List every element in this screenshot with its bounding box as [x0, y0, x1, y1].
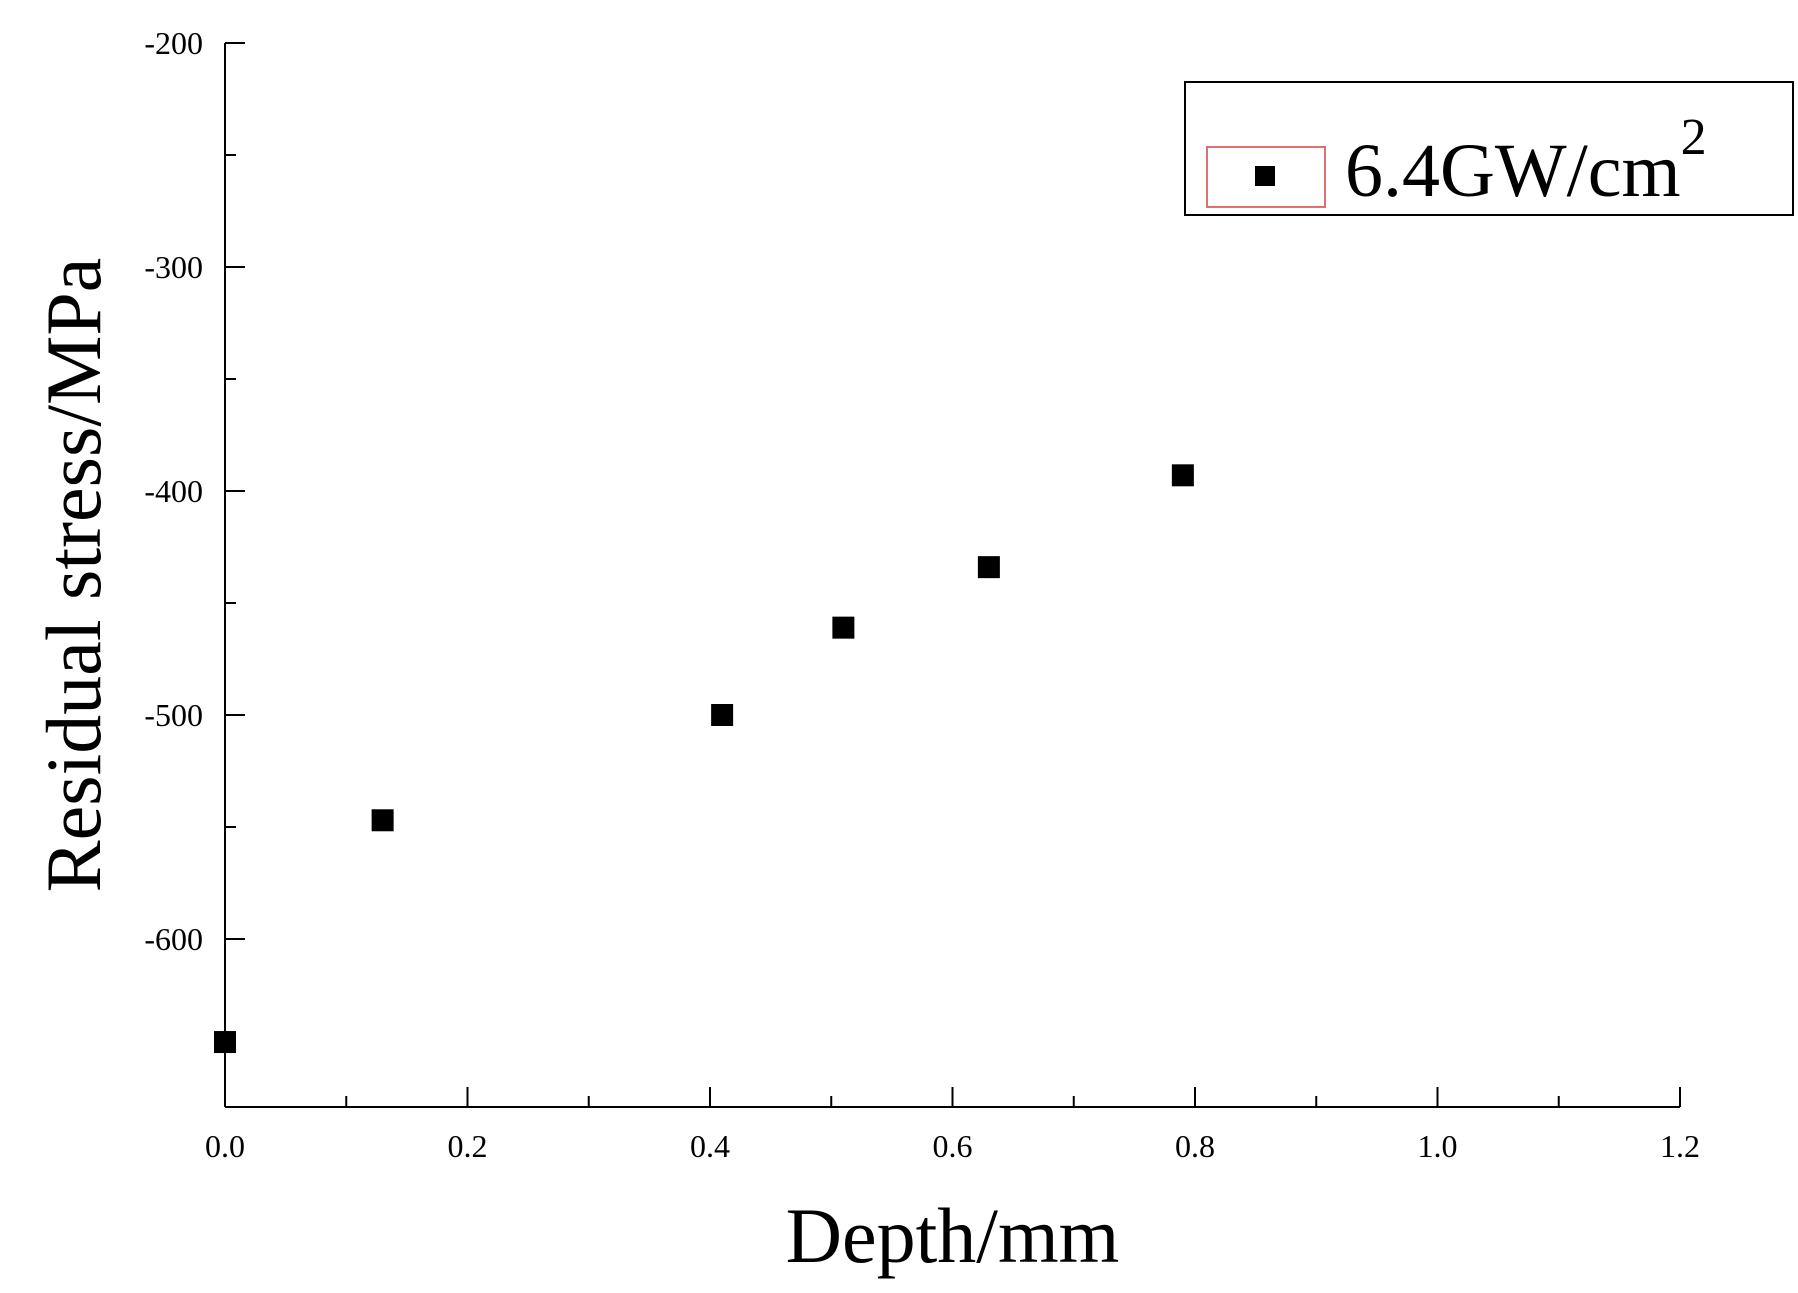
x-tick-label: 1.0	[1418, 1128, 1458, 1164]
y-axis-title: Residual stress/MPa	[30, 258, 117, 893]
data-point	[977, 556, 1000, 579]
data-point	[214, 1031, 236, 1054]
y-tick-label: -400	[144, 473, 203, 509]
y-tick-label: -600	[144, 921, 203, 957]
legend-marker-square-icon	[1255, 166, 1275, 186]
x-axis-title: Depth/mm	[786, 1192, 1120, 1279]
y-tick-label: -500	[144, 697, 203, 733]
legend-series-name: 6.4GW/cm	[1345, 129, 1681, 213]
x-tick-label: 1.2	[1660, 1128, 1700, 1164]
legend-box	[1184, 81, 1794, 216]
data-points	[214, 464, 1194, 1054]
x-tick-label: 0.6	[933, 1128, 973, 1164]
data-point	[371, 809, 394, 832]
data-point	[832, 616, 855, 639]
y-axis-ticks: -200 -300 -400 -500 -600	[144, 25, 245, 1052]
y-tick-label: -300	[144, 249, 203, 285]
data-point	[711, 704, 734, 726]
x-tick-label: 0.2	[448, 1128, 488, 1164]
data-point	[1171, 464, 1194, 487]
legend: 6.4GW/cm2	[1184, 81, 1794, 216]
legend-label: 6.4GW/cm2	[1345, 109, 1707, 213]
x-tick-label: 0.4	[690, 1128, 730, 1164]
y-tick-label: -200	[144, 25, 203, 61]
legend-series-superscript: 2	[1681, 109, 1707, 166]
x-tick-label: 0.8	[1175, 1128, 1215, 1164]
legend-marker-frame	[1206, 146, 1326, 208]
x-tick-label: 0.0	[205, 1128, 245, 1164]
x-axis-ticks: 0.0 0.2 0.4 0.6 0.8 1.0 1.2	[205, 1087, 1700, 1164]
